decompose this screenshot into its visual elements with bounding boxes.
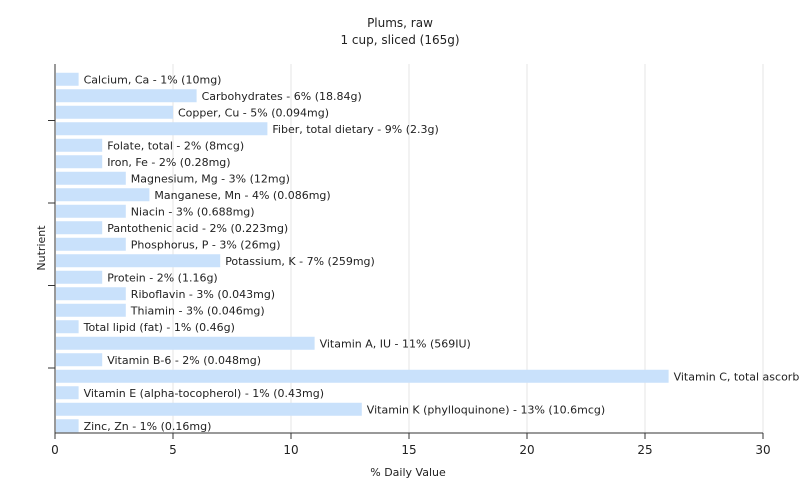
bar: [56, 303, 126, 317]
x-tick-label: 0: [51, 443, 59, 457]
bar-label: Vitamin A, IU - 11% (569IU): [320, 337, 471, 350]
y-axis-title: Nutrient: [35, 225, 48, 271]
bars-group: Calcium, Ca - 1% (10mg) Carbohydrates - 6…: [56, 72, 800, 433]
bar: [56, 419, 79, 433]
bar: [56, 353, 103, 367]
bar: [56, 155, 103, 169]
bar-label: Phosphorus, P - 3% (26mg): [131, 238, 281, 251]
bar-label: Niacin - 3% (0.688mg): [131, 205, 255, 218]
bar: [56, 105, 173, 119]
bar-label: Folate, total - 2% (8mcg): [107, 139, 244, 152]
x-tick-label: 5: [169, 443, 177, 457]
bar-label: Iron, Fe - 2% (0.28mg): [107, 156, 230, 169]
bar-label: Copper, Cu - 5% (0.094mg): [178, 106, 329, 119]
bar: [56, 386, 79, 400]
x-axis-ticks: 0 5 10 15 20 25 30: [51, 433, 771, 457]
x-tick-label: 20: [519, 443, 534, 457]
chart-title: Plums, raw: [367, 16, 433, 30]
bar: [56, 237, 126, 251]
bar: [56, 402, 362, 416]
bar: [56, 320, 79, 334]
x-axis-title: % Daily Value: [370, 466, 446, 479]
bar-label: Potassium, K - 7% (259mg): [225, 255, 375, 268]
bar: [56, 72, 79, 86]
bar: [56, 171, 126, 185]
x-tick-label: 30: [755, 443, 770, 457]
bar-label: Calcium, Ca - 1% (10mg): [84, 73, 222, 86]
bar-label: Fiber, total dietary - 9% (2.3g): [272, 123, 438, 136]
chart-subtitle: 1 cup, sliced (165g): [340, 33, 459, 47]
bar: [56, 336, 315, 350]
bar-label: Magnesium, Mg - 3% (12mg): [131, 172, 290, 185]
bar: [56, 221, 103, 235]
bar-label: Vitamin B-6 - 2% (0.048mg): [107, 354, 261, 367]
bar: [56, 89, 197, 103]
bar: [56, 270, 103, 284]
y-axis-ticks: [48, 120, 55, 369]
bar-label: Thiamin - 3% (0.046mg): [130, 304, 265, 317]
bar-label: Zinc, Zn - 1% (0.16mg): [84, 420, 212, 433]
bar-label: Protein - 2% (1.16g): [107, 271, 218, 284]
bar-label: Riboflavin - 3% (0.043mg): [131, 288, 275, 301]
bar-label: Vitamin K (phylloquinone) - 13% (10.6mcg…: [367, 403, 605, 416]
bar-label: Vitamin C, total ascorbic acid - 26% (15…: [674, 370, 800, 383]
bar-label: Vitamin E (alpha-tocopherol) - 1% (0.43m…: [84, 387, 324, 400]
bar-label: Manganese, Mn - 4% (0.086mg): [154, 189, 330, 202]
bar: [56, 287, 126, 301]
x-tick-label: 15: [401, 443, 416, 457]
bar-label: Pantothenic acid - 2% (0.223mg): [107, 222, 288, 235]
bar: [56, 138, 103, 152]
bar: [56, 204, 126, 218]
bar: [56, 122, 268, 136]
bar: [56, 254, 221, 268]
x-tick-label: 10: [283, 443, 298, 457]
bar-label: Total lipid (fat) - 1% (0.46g): [83, 321, 235, 334]
bar-label: Carbohydrates - 6% (18.84g): [202, 90, 362, 103]
bar: [56, 188, 150, 202]
x-tick-label: 25: [637, 443, 652, 457]
bar: [56, 369, 669, 383]
